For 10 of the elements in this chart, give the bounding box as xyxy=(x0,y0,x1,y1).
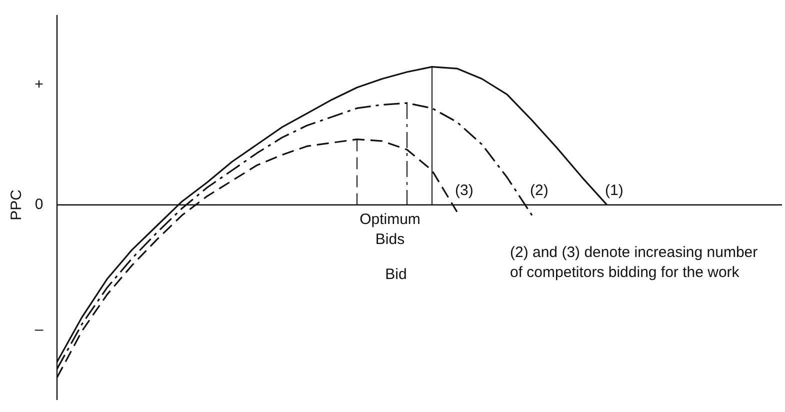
y-axis-title: PPC xyxy=(8,189,26,220)
annotation: (2) and (3) denote increasing number of competitors bidding for the work xyxy=(510,244,758,282)
text: 0 xyxy=(34,196,44,214)
text: – xyxy=(34,321,44,338)
text: + xyxy=(34,76,44,94)
series-label: (1) xyxy=(605,182,624,200)
annotation: Optimum Bids xyxy=(360,211,420,248)
series-label: (2) xyxy=(530,182,548,200)
x-axis-title: Bid xyxy=(385,266,407,284)
series-label: (3) xyxy=(455,182,474,200)
